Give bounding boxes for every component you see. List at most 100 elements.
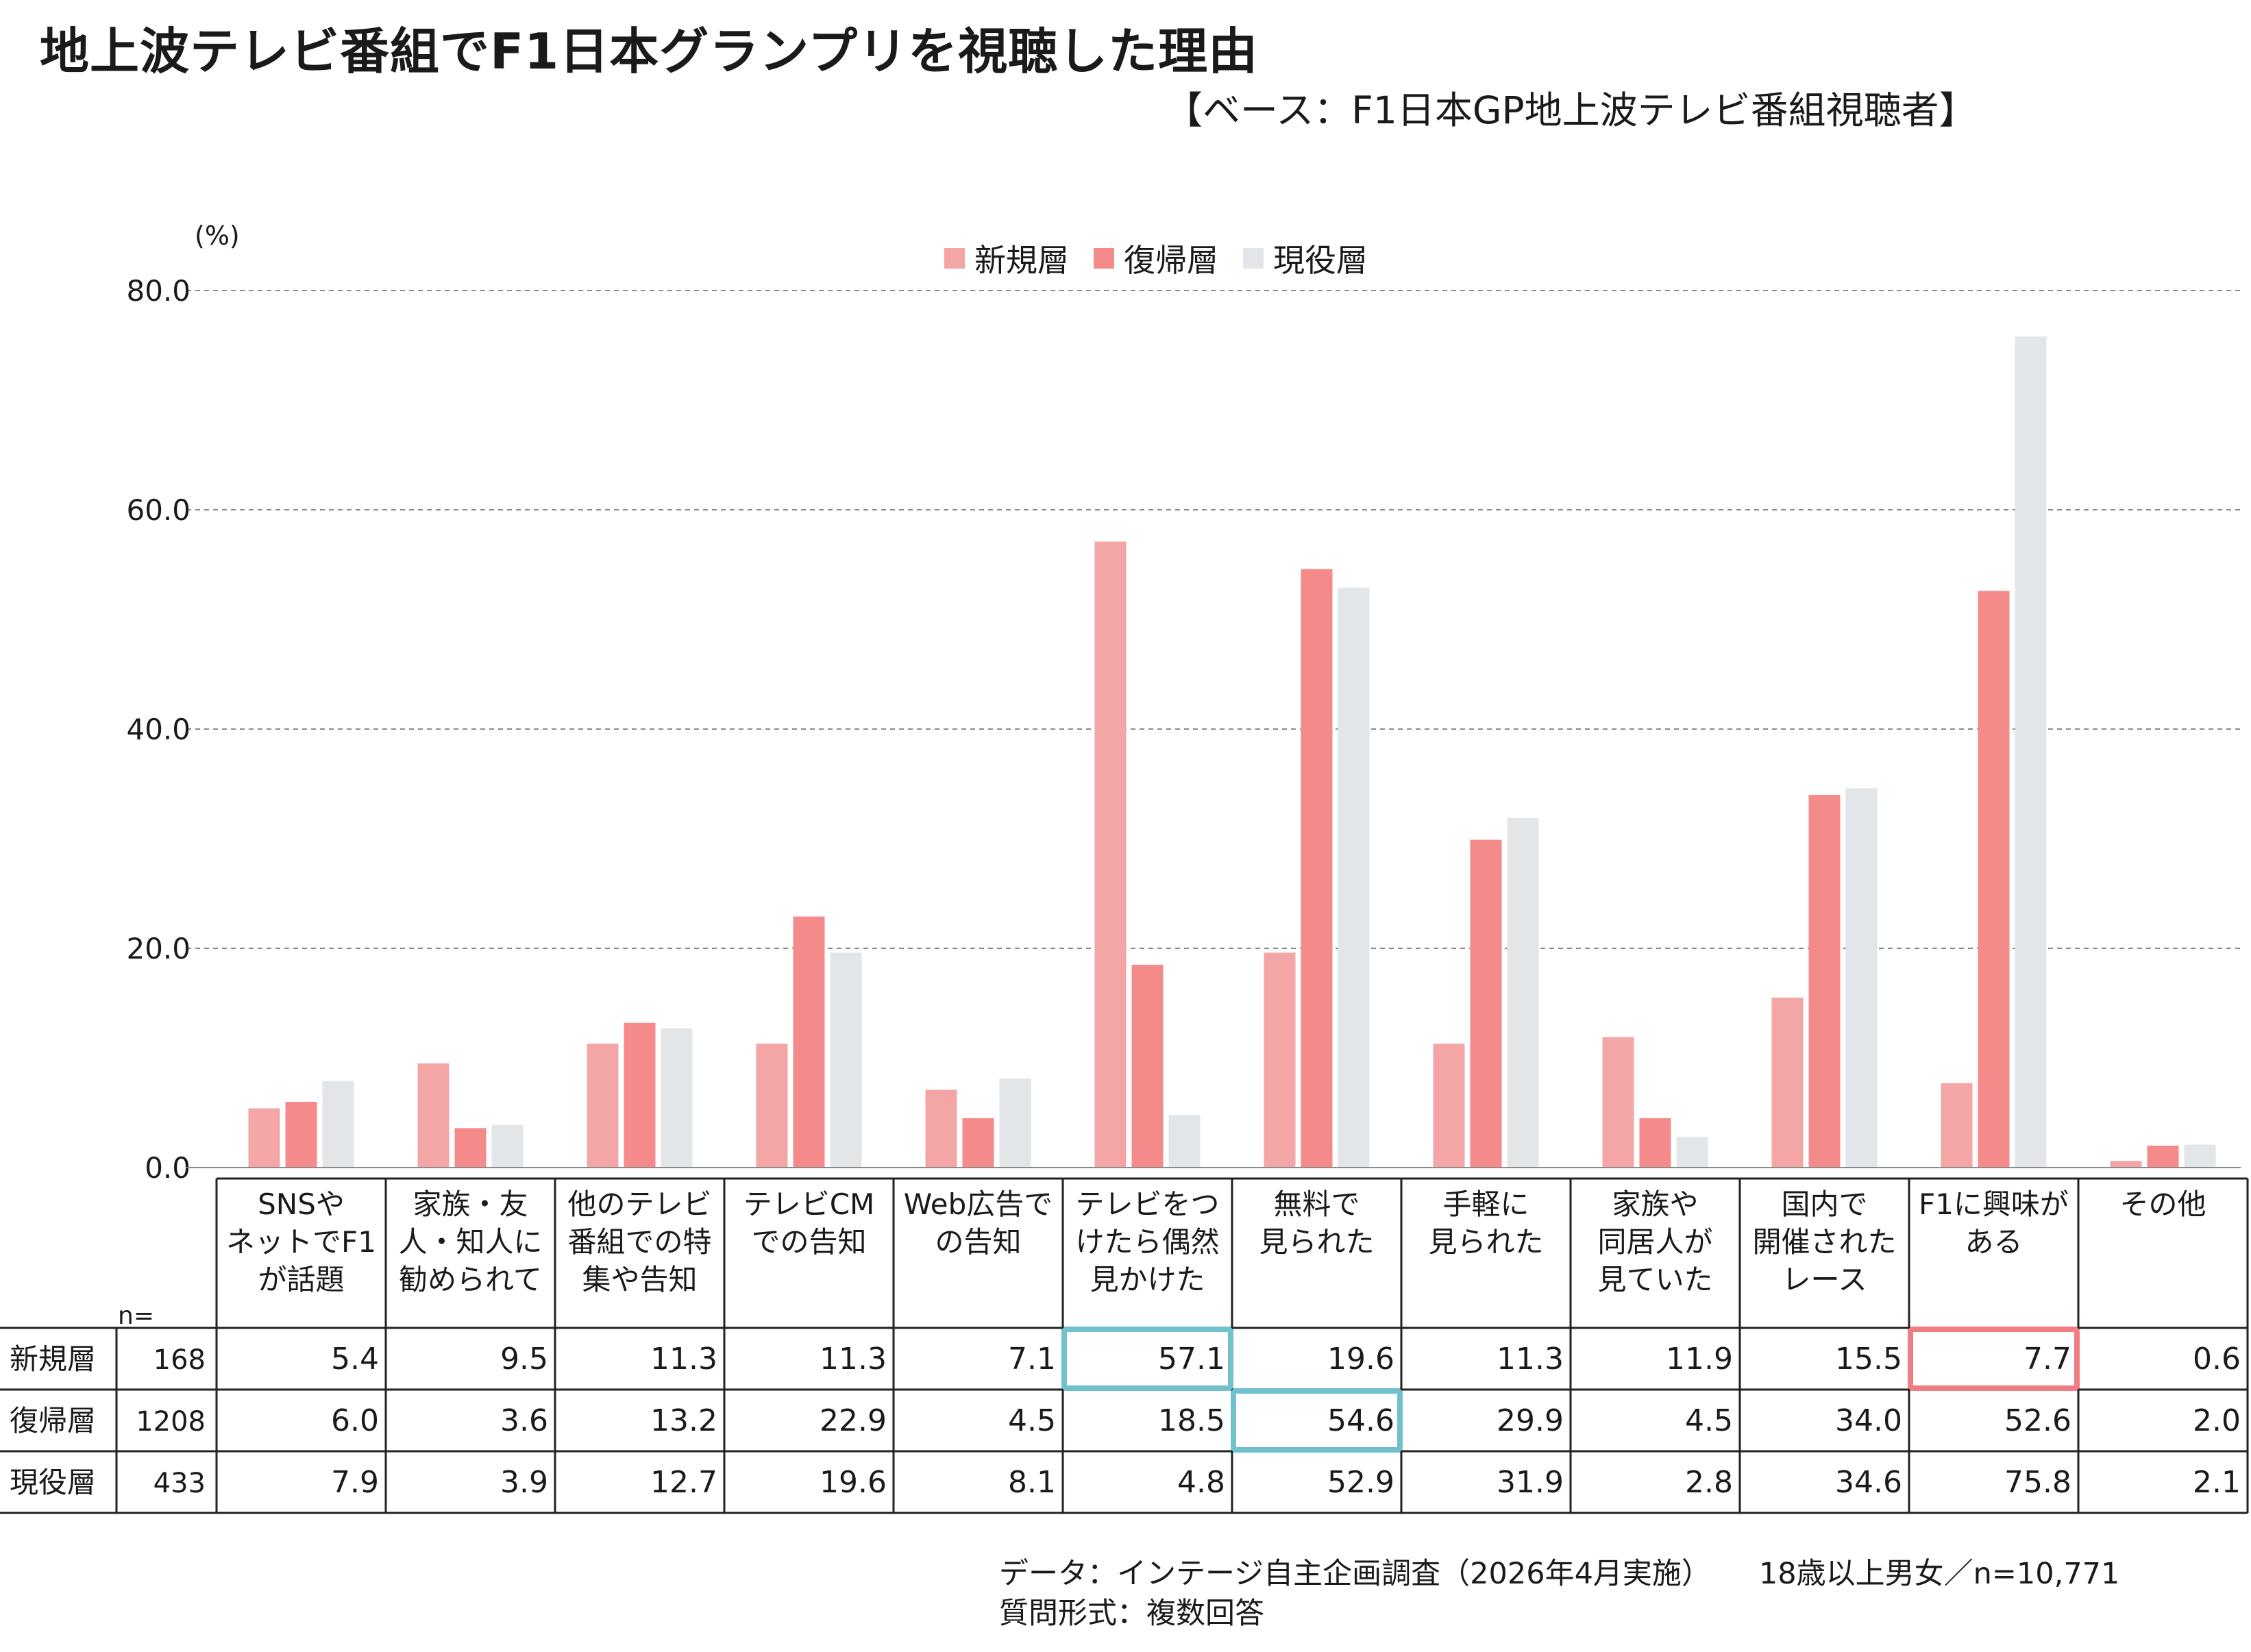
table-cell-value: 29.9 xyxy=(1497,1403,1564,1438)
row-n-value: 168 xyxy=(153,1344,206,1376)
table-cell-value: 2.0 xyxy=(2193,1403,2241,1438)
highlight-box xyxy=(1231,1388,1403,1453)
bar xyxy=(793,916,825,1168)
chart-title: 地上波テレビ番組でF1日本グランプリを視聴した理由 xyxy=(40,23,1259,80)
bar xyxy=(962,1118,994,1168)
bar xyxy=(1978,591,2010,1168)
category-label: 番組での特 xyxy=(567,1225,711,1259)
table-cell-value: 11.3 xyxy=(820,1342,887,1377)
row-n-value: 433 xyxy=(153,1468,206,1499)
category-label: 手軽に xyxy=(1442,1187,1529,1221)
bar xyxy=(2147,1146,2179,1168)
bar xyxy=(830,952,862,1168)
category-label: テレビをつ xyxy=(1075,1187,1219,1221)
legend-swatch-return xyxy=(1094,248,1114,269)
table-cell-value: 57.1 xyxy=(1158,1342,1225,1377)
table-cell-value: 31.9 xyxy=(1497,1465,1564,1500)
bar xyxy=(1639,1118,1671,1168)
category-label: 集や告知 xyxy=(582,1263,697,1296)
bar xyxy=(1941,1083,1973,1168)
category-label: F1に興味が xyxy=(1919,1187,2069,1221)
table-cell-value: 9.5 xyxy=(500,1342,548,1377)
table-cell-value: 34.6 xyxy=(1835,1465,1902,1500)
bar xyxy=(624,1022,656,1168)
footer-line-2: 質問形式：複数回答 xyxy=(999,1596,1264,1631)
footer-data-source: データ：インテージ自主企画調査（2026年4月実施） xyxy=(999,1557,1711,1591)
bar xyxy=(1845,788,1878,1168)
table-cell-value: 52.6 xyxy=(2004,1403,2071,1438)
table-cell-value: 0.6 xyxy=(2193,1342,2241,1377)
bar xyxy=(2015,336,2047,1168)
table-cell-value: 4.8 xyxy=(1177,1465,1225,1500)
y-axis-unit: (%) xyxy=(195,221,240,251)
category-label: 人・知人に xyxy=(398,1225,542,1259)
category-label: 家族・友 xyxy=(413,1187,528,1221)
table-cell-value: 6.0 xyxy=(331,1403,379,1438)
n-label: n= xyxy=(118,1302,154,1330)
bar xyxy=(1433,1044,1465,1168)
legend-item-new: 新規層 xyxy=(944,236,1069,281)
bar xyxy=(285,1102,317,1168)
bar xyxy=(1507,817,1539,1168)
table-cell-value: 22.9 xyxy=(820,1403,887,1438)
table-cell-value: 13.2 xyxy=(650,1403,717,1438)
bar xyxy=(2110,1161,2142,1168)
bar xyxy=(1168,1115,1201,1168)
table-cell-value: 54.6 xyxy=(1327,1403,1394,1438)
category-label: ネットでF1 xyxy=(226,1225,376,1259)
category-label: 国内で xyxy=(1781,1187,1867,1221)
bar xyxy=(322,1081,354,1168)
bar xyxy=(1301,569,1333,1168)
table-cell-value: 4.5 xyxy=(1008,1403,1056,1438)
category-label: の告知 xyxy=(935,1225,1021,1259)
category-label: 見られた xyxy=(1428,1225,1543,1259)
bar xyxy=(661,1028,693,1168)
table-cell-value: 2.1 xyxy=(2193,1465,2241,1500)
table-cell-value: 11.3 xyxy=(1497,1342,1564,1377)
bar xyxy=(1338,587,1370,1168)
category-label: Web広告で xyxy=(904,1187,1053,1221)
table-cell-value: 7.7 xyxy=(2024,1342,2071,1377)
category-label: 家族や xyxy=(1612,1187,1698,1221)
table-cell-value: 34.0 xyxy=(1835,1403,1902,1438)
table-cell-value: 11.3 xyxy=(650,1342,717,1377)
category-label: 開催された xyxy=(1752,1225,1896,1259)
row-n-value: 1208 xyxy=(136,1406,206,1438)
legend-item-return: 復帰層 xyxy=(1094,236,1218,281)
y-tick-label: 20.0 xyxy=(126,932,190,965)
table-cell-value: 4.5 xyxy=(1685,1403,1733,1438)
table-cell-value: 7.1 xyxy=(1008,1342,1056,1377)
table-cell-value: 19.6 xyxy=(820,1465,887,1500)
highlight-box xyxy=(1061,1327,1233,1391)
bar xyxy=(1808,795,1841,1168)
legend-label-new: 新規層 xyxy=(974,242,1069,279)
bar xyxy=(925,1089,957,1168)
table-cell-value: 11.9 xyxy=(1666,1342,1733,1377)
category-label: での告知 xyxy=(751,1225,866,1259)
y-tick-label: 60.0 xyxy=(126,493,190,527)
legend-label-return: 復帰層 xyxy=(1124,242,1218,279)
y-tick-label: 80.0 xyxy=(126,274,190,308)
table-cell-value: 3.9 xyxy=(500,1465,548,1500)
row-label: 現役層 xyxy=(10,1466,96,1499)
table-cell-value: 7.9 xyxy=(331,1465,379,1500)
legend-item-active: 現役層 xyxy=(1243,236,1368,281)
table-cell-value: 3.6 xyxy=(500,1403,548,1438)
category-label: SNSや xyxy=(258,1187,345,1221)
bar xyxy=(587,1044,619,1168)
footer-line-1: データ：インテージ自主企画調査（2026年4月実施） 18歳以上男女／n=10,7… xyxy=(999,1550,2119,1592)
category-label: 他のテレビ xyxy=(567,1187,711,1221)
bar xyxy=(1094,541,1127,1168)
bar xyxy=(1602,1037,1634,1168)
table-cell-value: 12.7 xyxy=(650,1465,717,1500)
bar xyxy=(2184,1144,2216,1168)
table-cell-value: 5.4 xyxy=(331,1342,379,1377)
category-label: 勧められて xyxy=(399,1263,542,1296)
y-tick-label: 0.0 xyxy=(145,1151,190,1185)
category-label: その他 xyxy=(2119,1187,2206,1221)
bar xyxy=(1676,1137,1708,1168)
bar xyxy=(491,1124,524,1168)
bar xyxy=(999,1078,1031,1168)
table-cell-value: 2.8 xyxy=(1685,1465,1733,1500)
bar xyxy=(417,1063,450,1168)
